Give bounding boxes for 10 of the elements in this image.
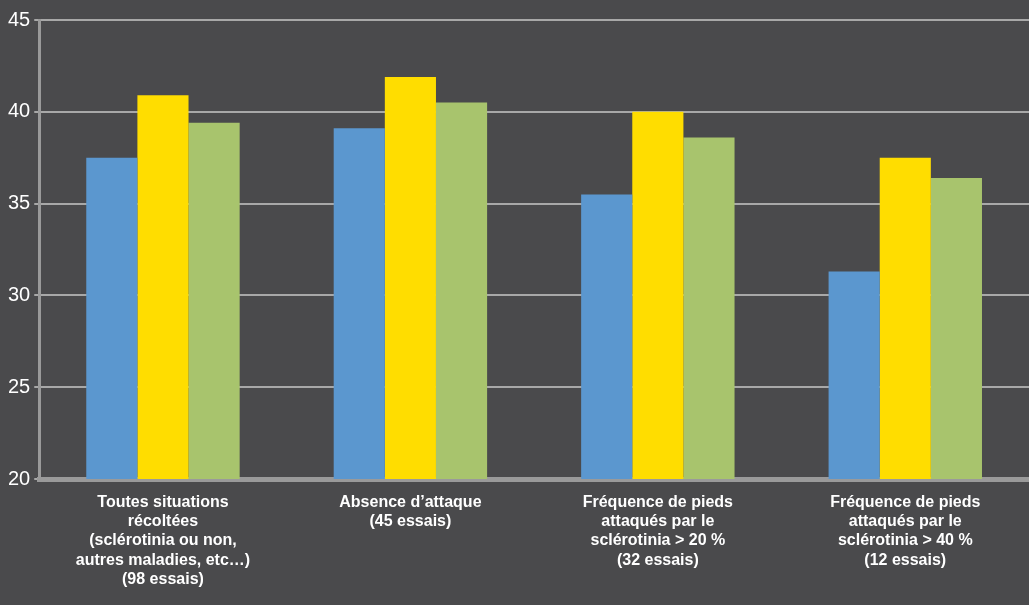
y-tick-label: 25 [8, 374, 31, 397]
x-tick-label: Fréquence de pieds attaqués par le sclérotinia > 20 % (32 essais) [582, 493, 734, 568]
y-tick-label: 45 [8, 7, 31, 30]
y-tick-label: 30 [8, 282, 31, 305]
y-tick-label: 40 [8, 99, 31, 122]
y-tick-label: 20 [8, 466, 31, 489]
x-tick-label: Toutes situations récoltées (sclérotinia ou non, autres maladies, etc…) (98 essais) [75, 493, 251, 587]
x-tick-label: Fréquence de pieds attaqués par le sclérotinia > 40 % (12 essais) [830, 493, 981, 568]
y-tick-label: 35 [8, 191, 31, 214]
x-tick-label: Absence d’attaque (45 essais) [339, 493, 482, 530]
